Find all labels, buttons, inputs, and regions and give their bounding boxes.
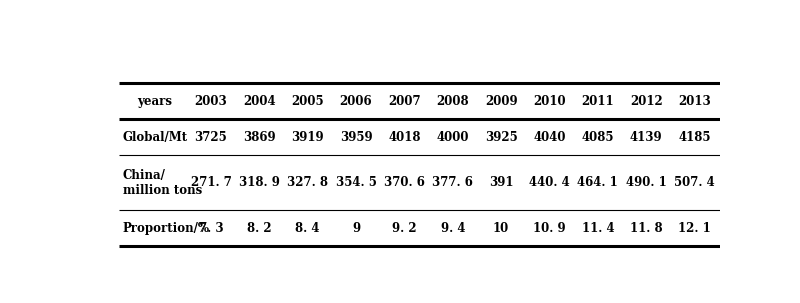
Text: 327. 8: 327. 8 bbox=[287, 176, 328, 189]
Text: 440. 4: 440. 4 bbox=[529, 176, 570, 189]
Text: 4139: 4139 bbox=[630, 131, 662, 144]
Text: 2011: 2011 bbox=[582, 95, 614, 108]
Text: 3725: 3725 bbox=[194, 131, 227, 144]
Text: 9. 2: 9. 2 bbox=[392, 222, 417, 235]
Text: 377. 6: 377. 6 bbox=[432, 176, 474, 189]
Text: 354. 5: 354. 5 bbox=[336, 176, 377, 189]
Text: 9. 4: 9. 4 bbox=[441, 222, 465, 235]
Text: 2005: 2005 bbox=[291, 95, 324, 108]
Text: 8. 4: 8. 4 bbox=[295, 222, 320, 235]
Text: 2010: 2010 bbox=[533, 95, 566, 108]
Text: 507. 4: 507. 4 bbox=[674, 176, 715, 189]
Text: 2006: 2006 bbox=[340, 95, 372, 108]
Text: 8. 2: 8. 2 bbox=[247, 222, 272, 235]
Text: 4085: 4085 bbox=[582, 131, 614, 144]
Text: 7. 3: 7. 3 bbox=[198, 222, 223, 235]
Text: 370. 6: 370. 6 bbox=[384, 176, 425, 189]
Text: 464. 1: 464. 1 bbox=[578, 176, 618, 189]
Text: 12. 1: 12. 1 bbox=[678, 222, 711, 235]
Text: 11. 8: 11. 8 bbox=[630, 222, 662, 235]
Text: 4040: 4040 bbox=[534, 131, 566, 144]
Text: 2009: 2009 bbox=[485, 95, 518, 108]
Text: 3919: 3919 bbox=[291, 131, 324, 144]
Text: 2003: 2003 bbox=[194, 95, 227, 108]
Text: 10: 10 bbox=[493, 222, 510, 235]
Text: 11. 4: 11. 4 bbox=[582, 222, 614, 235]
Text: 2012: 2012 bbox=[630, 95, 662, 108]
Text: 4018: 4018 bbox=[388, 131, 421, 144]
Text: 3925: 3925 bbox=[485, 131, 518, 144]
Text: 2004: 2004 bbox=[243, 95, 276, 108]
Text: 3959: 3959 bbox=[340, 131, 372, 144]
Text: years: years bbox=[137, 95, 172, 108]
Text: 4185: 4185 bbox=[678, 131, 711, 144]
Text: 4000: 4000 bbox=[437, 131, 469, 144]
Text: China/
million tons: China/ million tons bbox=[123, 169, 202, 197]
Text: 2008: 2008 bbox=[437, 95, 469, 108]
Text: 2007: 2007 bbox=[388, 95, 421, 108]
Text: 2013: 2013 bbox=[678, 95, 711, 108]
Text: 3869: 3869 bbox=[243, 131, 276, 144]
Text: 318. 9: 318. 9 bbox=[239, 176, 280, 189]
Text: 10. 9: 10. 9 bbox=[533, 222, 566, 235]
Text: Global/Mt: Global/Mt bbox=[123, 131, 188, 144]
Text: 490. 1: 490. 1 bbox=[626, 176, 666, 189]
Text: 391: 391 bbox=[489, 176, 514, 189]
Text: Proportion/%: Proportion/% bbox=[123, 222, 210, 235]
Text: 9: 9 bbox=[352, 222, 360, 235]
Text: 271. 7: 271. 7 bbox=[190, 176, 231, 189]
